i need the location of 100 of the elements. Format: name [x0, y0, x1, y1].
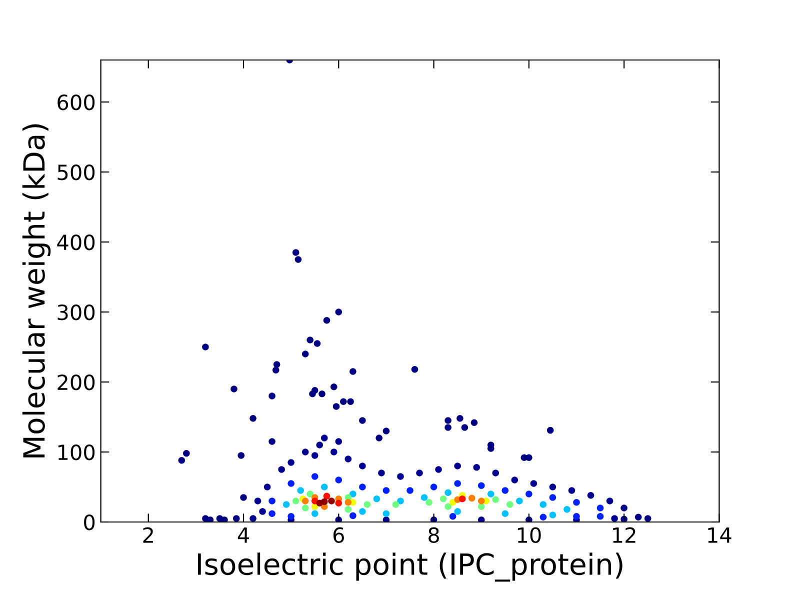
point [335, 308, 342, 316]
point [392, 501, 400, 508]
point [378, 470, 385, 476]
point [596, 504, 604, 512]
point [511, 476, 518, 484]
point [232, 515, 240, 522]
point [259, 508, 266, 515]
y-tick-label: 0 [84, 514, 95, 530]
point [444, 417, 452, 424]
x-tick-label: 4 [238, 528, 249, 543]
point [426, 499, 432, 506]
point [611, 515, 618, 522]
point [311, 473, 318, 480]
point [268, 392, 276, 400]
point [454, 462, 461, 470]
point [454, 508, 461, 515]
point [454, 480, 461, 487]
point [323, 317, 330, 324]
point [344, 506, 352, 513]
point [332, 403, 340, 410]
point [268, 438, 276, 445]
point [323, 492, 330, 500]
point [530, 480, 538, 487]
point [620, 504, 628, 512]
point [540, 501, 547, 508]
point [478, 516, 485, 522]
point [461, 424, 468, 431]
x-tick-label: 14 [708, 528, 732, 543]
y-tick-label: 500 [58, 164, 95, 180]
point [330, 384, 338, 390]
point [492, 470, 500, 476]
point [335, 500, 342, 506]
point [359, 508, 366, 515]
point [376, 434, 382, 442]
point [335, 438, 342, 445]
point [473, 464, 480, 471]
point [458, 496, 466, 502]
point [292, 498, 300, 504]
point [502, 487, 509, 494]
point [273, 361, 280, 368]
point [221, 516, 228, 522]
point [316, 442, 324, 448]
point [206, 516, 214, 522]
point [314, 340, 321, 347]
point [340, 398, 347, 405]
x-tick-label: 8 [428, 527, 439, 543]
point [302, 498, 309, 504]
point [420, 494, 428, 501]
point [264, 484, 271, 490]
point [328, 498, 335, 504]
point [478, 482, 485, 489]
point [330, 448, 338, 456]
point [272, 366, 280, 374]
point [254, 498, 262, 504]
point [382, 516, 390, 522]
point [397, 473, 404, 480]
point [359, 484, 366, 490]
point [347, 398, 354, 405]
point [449, 513, 456, 520]
point [492, 496, 500, 503]
point [478, 503, 485, 510]
point [549, 494, 556, 501]
point [297, 487, 304, 494]
y-axis-title: Molecular weight (kDa) [22, 124, 51, 458]
point [294, 256, 302, 263]
y-tick-label: 300 [58, 304, 95, 320]
point [268, 498, 276, 504]
point [549, 512, 556, 518]
point [373, 496, 380, 502]
point [406, 487, 414, 494]
point [502, 510, 509, 517]
point [350, 368, 356, 375]
point [364, 501, 371, 508]
point [302, 448, 309, 456]
point [526, 490, 532, 498]
point [302, 350, 309, 358]
point [202, 344, 209, 350]
point [430, 484, 438, 490]
point [416, 470, 423, 476]
point [288, 459, 294, 466]
y-tick-label: 200 [58, 374, 95, 390]
point [306, 336, 314, 344]
point [382, 428, 390, 434]
point [250, 415, 256, 422]
point [288, 480, 294, 487]
point [320, 434, 328, 442]
y-tick-label: 100 [58, 444, 95, 460]
x-tick-label: 10 [518, 527, 541, 543]
point [309, 390, 316, 398]
point [240, 494, 247, 501]
point [238, 452, 245, 459]
point [596, 513, 604, 520]
point [478, 498, 485, 504]
point [302, 504, 309, 512]
point [564, 506, 570, 513]
point [278, 466, 285, 473]
point [573, 499, 580, 506]
point [344, 456, 352, 462]
point [350, 512, 356, 520]
point [440, 496, 447, 502]
